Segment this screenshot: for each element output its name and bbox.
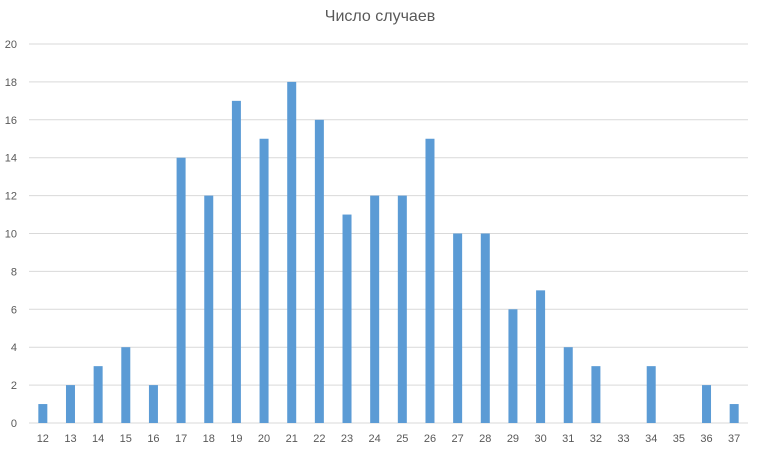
bar-26 xyxy=(425,138,435,423)
bar-18 xyxy=(204,195,214,423)
x-tick-label: 20 xyxy=(258,433,270,445)
bar-28 xyxy=(480,233,490,423)
x-tick-label: 27 xyxy=(452,433,464,445)
bar-20 xyxy=(259,138,269,423)
x-tick-label: 15 xyxy=(120,433,132,445)
x-tick-label: 29 xyxy=(507,433,519,445)
bar-25 xyxy=(397,195,407,423)
x-tick-label: 25 xyxy=(396,433,408,445)
x-tick-label: 24 xyxy=(369,433,381,445)
bar-16 xyxy=(148,385,158,423)
bar-32 xyxy=(591,366,601,423)
x-tick-label: 14 xyxy=(92,433,104,445)
x-tick-label: 23 xyxy=(341,433,353,445)
x-tick-label: 31 xyxy=(562,433,574,445)
x-tick-label: 30 xyxy=(534,433,546,445)
bar-21 xyxy=(287,81,297,424)
bar-13 xyxy=(65,385,75,423)
x-tick-label: 13 xyxy=(64,433,76,445)
y-tick-label: 2 xyxy=(11,380,17,392)
x-tick-label: 12 xyxy=(37,433,49,445)
y-tick-label: 20 xyxy=(5,39,17,51)
bar-23 xyxy=(342,214,352,423)
y-tick-label: 0 xyxy=(11,418,17,430)
y-tick-label: 16 xyxy=(5,115,17,127)
x-tick-label: 26 xyxy=(424,433,436,445)
y-tick-label: 8 xyxy=(11,266,17,278)
bar-15 xyxy=(121,347,131,423)
bar-17 xyxy=(176,157,186,423)
bar-36 xyxy=(702,385,712,423)
x-tick-label: 32 xyxy=(590,433,602,445)
x-tick-label: 19 xyxy=(230,433,242,445)
x-tick-label: 17 xyxy=(175,433,187,445)
x-tick-label: 16 xyxy=(147,433,159,445)
y-tick-label: 4 xyxy=(11,342,17,354)
chart-title: Число случаев xyxy=(324,8,436,25)
bar-31 xyxy=(563,347,573,423)
bar-24 xyxy=(370,195,380,423)
y-tick-label: 18 xyxy=(5,77,17,89)
x-tick-label: 34 xyxy=(645,433,657,445)
x-tick-label: 18 xyxy=(203,433,215,445)
y-tick-label: 14 xyxy=(5,153,17,165)
x-tick-label: 33 xyxy=(617,433,629,445)
bar-14 xyxy=(93,366,103,423)
x-tick-label: 35 xyxy=(673,433,685,445)
x-tick-label: 22 xyxy=(313,433,325,445)
bar-19 xyxy=(231,100,241,423)
y-tick-label: 10 xyxy=(5,229,17,241)
bar-29 xyxy=(508,309,518,423)
bar-27 xyxy=(453,233,463,423)
bar-30 xyxy=(536,290,546,423)
bar-34 xyxy=(646,366,656,423)
bar-37 xyxy=(729,404,739,423)
bar-22 xyxy=(314,119,324,424)
y-tick-label: 12 xyxy=(5,191,17,203)
x-tick-label: 21 xyxy=(286,433,298,445)
y-tick-label: 6 xyxy=(11,304,17,316)
x-tick-label: 36 xyxy=(700,433,712,445)
bar-12 xyxy=(38,404,48,423)
x-tick-label: 28 xyxy=(479,433,491,445)
x-tick-label: 37 xyxy=(728,433,740,445)
